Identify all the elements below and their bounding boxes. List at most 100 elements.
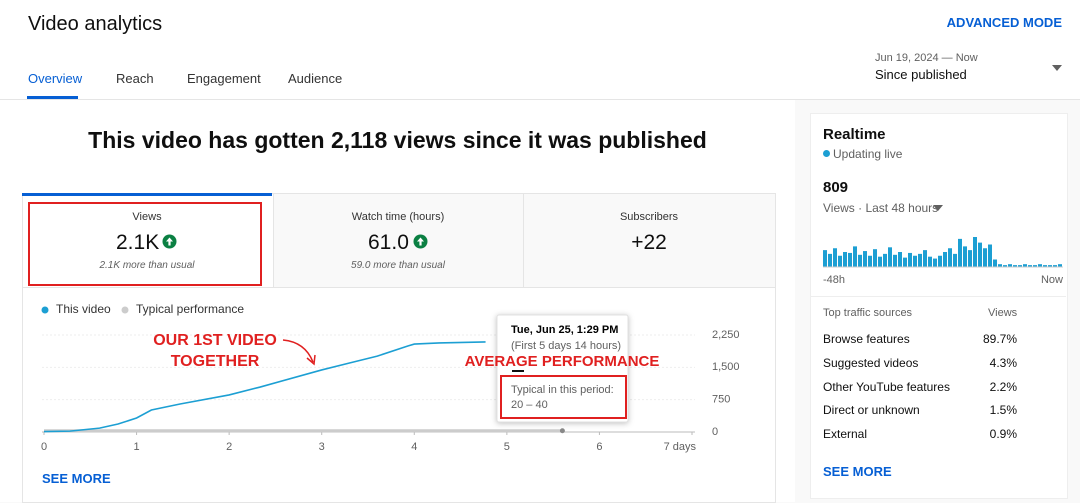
bar (863, 251, 867, 267)
bar (1043, 265, 1047, 267)
tab[interactable]: Engagement (187, 71, 261, 86)
bar (1033, 265, 1037, 267)
traffic-share: 4.3% (989, 355, 1017, 370)
metric-label: Subscribers (619, 211, 679, 223)
metric-tabs-bg (273, 194, 775, 287)
tab[interactable]: Audience (288, 71, 343, 86)
metric-value: 61.0 (368, 231, 409, 254)
bar (993, 259, 997, 267)
bar (823, 250, 827, 267)
bar (848, 252, 852, 267)
x-tick-label: 0 (41, 441, 47, 453)
y-tick-label: 0 (712, 426, 718, 438)
bar (833, 248, 837, 267)
traffic-header: Views (988, 307, 1018, 319)
bar (938, 255, 942, 267)
tooltip (496, 314, 629, 423)
see-more[interactable]: SEE MORE (42, 471, 111, 486)
traffic-share: 2.2% (989, 379, 1017, 394)
period[interactable]: Since published (875, 67, 967, 82)
x-tick-label: 1 (134, 441, 140, 453)
divider (810, 296, 1066, 297)
legend-label: Typical performance (136, 302, 244, 316)
advanced-mode[interactable]: ADVANCED MODE (946, 15, 1062, 30)
traffic-source: Direct or unknown (823, 403, 920, 418)
bar (888, 247, 892, 267)
bar (1013, 265, 1017, 267)
bar (988, 244, 992, 267)
metric-label: Views (132, 211, 162, 223)
dropdown-caret[interactable] (933, 205, 943, 211)
traffic-share: 0.9% (989, 427, 1017, 442)
bar (978, 242, 982, 267)
annotation: TOGETHER (171, 353, 260, 370)
bar (1023, 264, 1027, 267)
annotation: OUR 1ST VIDEO (153, 332, 277, 349)
traffic-source: External (823, 427, 868, 442)
up-icon (413, 234, 428, 249)
header (0, 0, 1080, 100)
bar (928, 256, 932, 267)
bar (1058, 264, 1062, 267)
highlight-box (28, 202, 262, 286)
bar (883, 253, 887, 267)
x-tick-label: -48h (823, 274, 845, 286)
bar (1053, 265, 1057, 267)
realtime-title: Realtime (823, 126, 886, 143)
tooltip-detail: (First 5 days 14 hours) (511, 340, 621, 352)
bar (983, 248, 987, 267)
bar (1018, 265, 1022, 267)
metric-note: 59.0 more than usual (351, 260, 445, 271)
x-tick-label: 7 days (664, 441, 697, 453)
headline: This video has gotten 2,118 views since … (88, 127, 707, 153)
traffic-share: 1.5% (989, 403, 1017, 418)
see-more[interactable]: SEE MORE (823, 464, 892, 479)
y-tick-label: 2,250 (712, 329, 740, 341)
tab[interactable]: Reach (116, 71, 154, 86)
traffic-header: Top traffic sources (823, 307, 913, 319)
divider (523, 194, 524, 287)
bar (963, 246, 967, 267)
bar (948, 248, 952, 267)
bar (898, 252, 902, 267)
bar (913, 255, 917, 267)
x-tick-label: 6 (596, 441, 602, 453)
metric-label: Watch time (hours) (351, 211, 445, 223)
bar (968, 250, 972, 267)
realtime-subtitle[interactable]: Views · Last 48 hours (823, 201, 939, 215)
bar (858, 254, 862, 267)
bar (943, 252, 947, 267)
typical-marker (559, 428, 565, 434)
x-tick-label: 3 (319, 441, 325, 453)
traffic-share: 89.7% (982, 332, 1017, 346)
tooltip-range: 20 – 40 (511, 399, 548, 411)
bar (998, 264, 1002, 267)
bar (1048, 265, 1052, 267)
tab-indicator (27, 96, 78, 99)
annotation: AVERAGE PERFORMANCE (465, 353, 660, 370)
bar (953, 253, 957, 267)
bar (838, 255, 842, 267)
overview-panel (0, 100, 795, 502)
tooltip-date: Tue, Jun 25, 1:29 PM (511, 324, 618, 336)
traffic-source: Other YouTube features (823, 379, 950, 394)
annotation-arrowhead (306, 354, 316, 366)
bar (843, 252, 847, 267)
realtime-count: 809 (823, 179, 849, 196)
bar (973, 237, 977, 267)
bar (828, 253, 832, 267)
active-metric-bar (22, 193, 272, 196)
annotation-arrow (282, 339, 314, 363)
bar (908, 252, 912, 267)
tab[interactable]: Overview (28, 71, 83, 86)
traffic-source: Suggested videos (823, 355, 919, 370)
metric-value: 2.1K (116, 231, 160, 254)
realtime-card (810, 113, 1068, 499)
legend-dot (121, 306, 129, 314)
dropdown-caret[interactable] (1051, 64, 1063, 72)
y-tick-label: 1,500 (712, 361, 740, 373)
bar (1028, 265, 1032, 267)
series-line (43, 341, 486, 433)
